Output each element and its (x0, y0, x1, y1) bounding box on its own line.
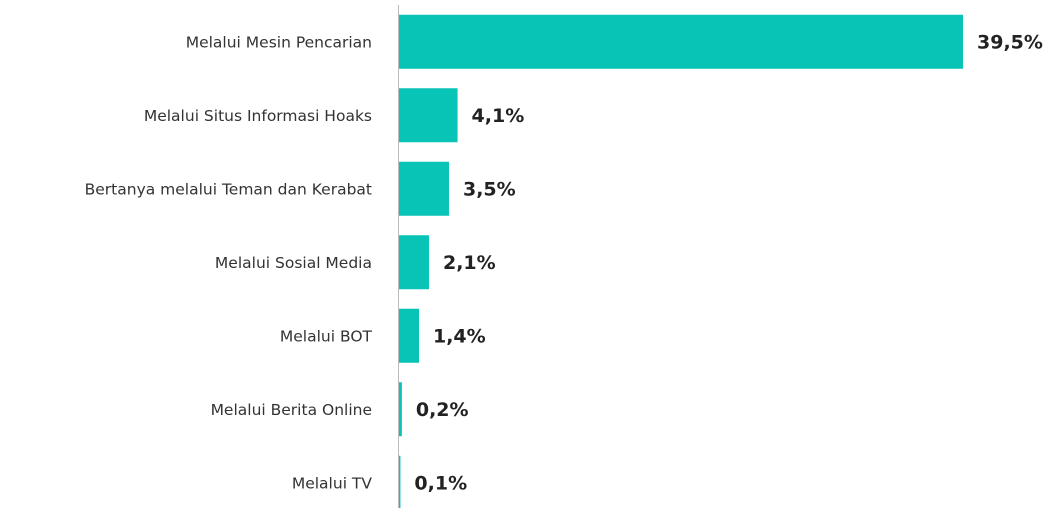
value-label: 0,2% (416, 399, 469, 421)
bar (399, 235, 429, 290)
bar (399, 455, 401, 508)
category-label: Bertanya melalui Teman dan Kerabat (85, 180, 372, 198)
value-label: 4,1% (472, 105, 525, 127)
value-label: 2,1% (443, 252, 496, 274)
category-label: Melalui Situs Informasi Hoaks (144, 107, 372, 125)
value-label: 1,4% (433, 325, 486, 347)
category-label: Melalui Mesin Pencarian (186, 33, 372, 51)
value-label: 39,5% (977, 31, 1043, 53)
value-label: 0,1% (414, 472, 467, 494)
bar (399, 14, 963, 69)
bar (399, 308, 419, 363)
value-label: 3,5% (463, 178, 516, 200)
category-label: Melalui Sosial Media (215, 254, 372, 272)
category-label: Melalui BOT (280, 327, 373, 345)
bar (399, 382, 402, 437)
bar (399, 88, 458, 143)
bar (399, 161, 449, 216)
category-label: Melalui Berita Online (211, 401, 372, 419)
category-label: Melalui TV (292, 474, 373, 492)
